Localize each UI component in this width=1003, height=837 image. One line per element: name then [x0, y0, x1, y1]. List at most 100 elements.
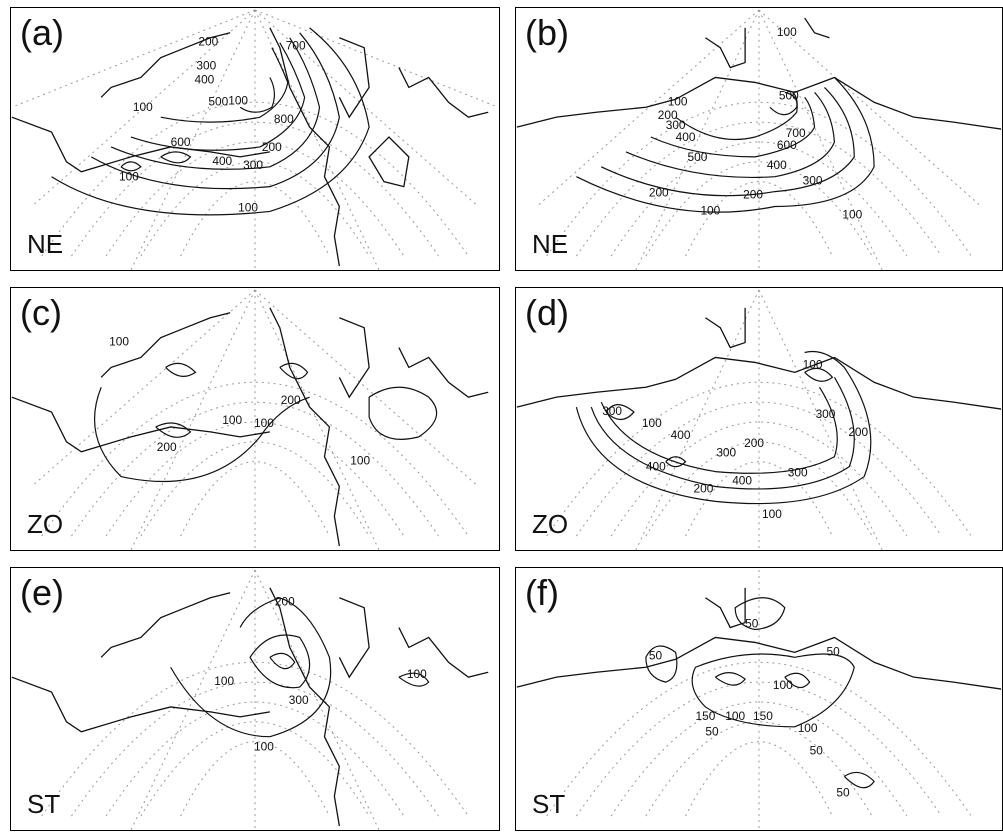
map-canvas-e: 200 100 300 100 100 — [11, 569, 489, 830]
contour-label: 300 — [803, 174, 823, 188]
panel-label: (c) — [20, 292, 62, 333]
coastline — [11, 307, 489, 547]
contour-label: 400 — [732, 474, 752, 488]
contour-label: 400 — [671, 428, 691, 442]
panel-type: ZO — [27, 509, 64, 539]
contours — [576, 77, 875, 213]
map-panel-a: 100 200 300 400 500 600 700 800 100 300 … — [10, 7, 500, 271]
contour-label: 300 — [666, 118, 686, 132]
contour-labels: 100 100 200 100 200 100 — [109, 335, 370, 468]
map-canvas-f: 50 50 150 100 100 150 50 100 50 50 50 — [516, 569, 1002, 830]
contour-label: 200 — [198, 35, 218, 49]
coastline — [516, 587, 1002, 690]
coastline — [11, 27, 489, 267]
map-panel-e: 200 100 300 100 100 (e) ST — [10, 567, 500, 831]
map-canvas-d: 300 100 400 200 300 300 200 100 400 400 … — [516, 289, 1002, 550]
contour-label: 200 — [275, 595, 295, 609]
contour-label: 400 — [646, 460, 666, 474]
panel-type: NE — [532, 229, 569, 259]
contour-labels: 100 200 300 400 500 600 700 800 100 300 … — [119, 35, 306, 215]
panel-label: (a) — [20, 12, 64, 53]
contour-label: 200 — [649, 186, 669, 200]
contour-label: 500 — [779, 88, 799, 102]
contour-label: 100 — [238, 200, 258, 214]
contours — [575, 350, 872, 505]
contour-labels: 300 100 400 200 300 300 200 100 400 400 … — [602, 357, 868, 521]
contour-label: 100 — [119, 170, 139, 184]
contour-label: 50 — [826, 644, 840, 658]
contour-label: 300 — [289, 693, 309, 707]
contour-label: 400 — [676, 130, 696, 144]
contour-label: 200 — [157, 440, 177, 454]
contour-label: 200 — [262, 140, 282, 154]
contour-label: 100 — [725, 709, 745, 723]
contour-label: 500 — [688, 150, 708, 164]
contours — [94, 362, 438, 483]
contour-label: 400 — [767, 158, 787, 172]
contour-label: 100 — [700, 203, 720, 217]
contour-label: 50 — [836, 785, 850, 799]
contour-label: 200 — [848, 425, 868, 439]
contour-label: 200 — [744, 436, 764, 450]
contour-label: 600 — [777, 138, 797, 152]
contour-label: 100 — [214, 674, 234, 688]
contour-label: 100 — [798, 721, 818, 735]
contour-label: 500 — [208, 94, 228, 108]
contour-label: 50 — [649, 648, 663, 662]
panel-type: ST — [532, 789, 566, 819]
contour-label: 300 — [816, 407, 836, 421]
panel-label: (d) — [525, 292, 569, 333]
contour-label: 300 — [196, 59, 216, 73]
contour-label: 50 — [705, 725, 719, 739]
graticule — [31, 289, 479, 550]
contour-label: 100 — [773, 678, 793, 692]
contours — [170, 597, 430, 738]
contour-label: 100 — [228, 93, 248, 107]
contours — [51, 27, 370, 216]
map-panel-f: 50 50 150 100 100 150 50 100 50 50 50 (f… — [515, 567, 1003, 831]
panel-type: ZO — [532, 509, 569, 539]
graticule — [11, 9, 499, 270]
contour-label: 100 — [762, 507, 782, 521]
map-canvas-c: 100 100 200 100 200 100 — [11, 289, 489, 550]
contours — [645, 597, 875, 789]
contour-label: 800 — [274, 112, 294, 126]
contour-label: 100 — [842, 207, 862, 221]
graticule — [536, 9, 982, 270]
contour-labels: 50 50 150 100 100 150 50 100 50 50 50 — [649, 617, 850, 800]
contour-label: 100 — [668, 94, 688, 108]
contour-label: 400 — [212, 154, 232, 168]
contour-label: 150 — [753, 709, 773, 723]
contour-label: 100 — [222, 413, 242, 427]
contour-labels: 100 100 200 300 400 500 500 600 700 400 … — [649, 25, 863, 222]
contour-label: 100 — [407, 667, 427, 681]
contour-label: 300 — [788, 466, 808, 480]
contour-labels: 200 100 300 100 100 — [214, 595, 427, 754]
map-panel-d: 300 100 400 200 300 300 200 100 400 400 … — [515, 287, 1003, 551]
graticule — [546, 289, 972, 550]
contour-label: 100 — [777, 25, 797, 39]
contour-label: 100 — [109, 335, 129, 349]
map-panel-c: 100 100 200 100 200 100 (c) ZO — [10, 287, 500, 551]
panel-label: (b) — [525, 12, 569, 53]
contour-label: 100 — [133, 100, 153, 114]
panel-type: ST — [27, 789, 61, 819]
contour-label: 200 — [694, 481, 714, 495]
graticule — [41, 569, 469, 830]
contour-label: 300 — [602, 404, 622, 418]
panel-label: (f) — [525, 572, 559, 613]
panel-label: (e) — [20, 572, 64, 613]
map-canvas-a: 100 200 300 400 500 600 700 800 100 300 … — [11, 9, 499, 270]
contour-label: 300 — [716, 446, 736, 460]
contour-label: 200 — [658, 108, 678, 122]
map-canvas-b: 100 100 200 300 400 500 500 600 700 400 … — [516, 9, 1002, 270]
contour-label: 300 — [243, 158, 263, 172]
coastline — [11, 587, 489, 827]
contour-label: 400 — [194, 72, 214, 86]
contour-label: 100 — [803, 357, 823, 371]
contour-label: 150 — [695, 709, 715, 723]
map-panel-b: 100 100 200 300 400 500 500 600 700 400 … — [515, 7, 1003, 271]
contour-label: 100 — [350, 454, 370, 468]
contour-label: 100 — [254, 416, 274, 430]
contour-label: 700 — [286, 39, 306, 53]
